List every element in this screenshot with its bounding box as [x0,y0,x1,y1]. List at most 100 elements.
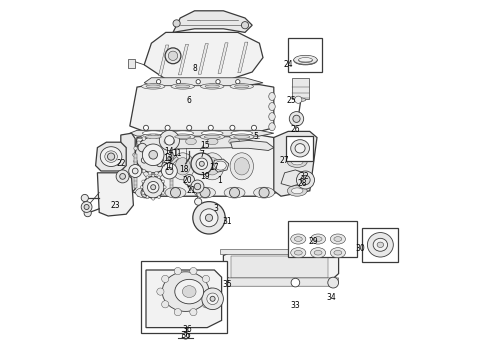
Circle shape [141,157,147,163]
Text: 7: 7 [199,150,204,159]
Circle shape [216,80,220,84]
Ellipse shape [162,272,209,311]
Ellipse shape [200,84,224,89]
Text: 10: 10 [165,163,174,172]
Circle shape [173,20,180,27]
Circle shape [166,167,173,175]
Circle shape [182,333,189,339]
Ellipse shape [291,248,306,258]
Ellipse shape [295,144,305,153]
Ellipse shape [334,251,342,255]
Ellipse shape [201,131,223,136]
Circle shape [294,96,302,103]
Circle shape [169,159,172,163]
Circle shape [138,143,147,152]
Ellipse shape [175,158,190,175]
Ellipse shape [294,56,317,65]
Ellipse shape [314,251,322,255]
Ellipse shape [200,134,224,140]
Circle shape [134,147,137,150]
Polygon shape [128,59,135,68]
Circle shape [142,180,145,183]
Circle shape [140,186,143,189]
Circle shape [202,301,210,308]
Ellipse shape [330,248,345,258]
Ellipse shape [311,234,326,244]
Circle shape [81,194,88,202]
Text: 28: 28 [298,179,307,188]
Circle shape [296,171,315,189]
Polygon shape [96,142,126,171]
Circle shape [148,171,152,175]
Ellipse shape [171,134,195,140]
Text: 19: 19 [200,172,210,181]
Ellipse shape [287,157,307,167]
Circle shape [200,188,210,198]
Ellipse shape [200,153,224,180]
Circle shape [146,196,149,199]
Ellipse shape [291,140,310,157]
Circle shape [142,169,146,173]
Circle shape [163,186,166,189]
Ellipse shape [229,138,240,145]
Circle shape [328,277,339,288]
Ellipse shape [269,93,275,100]
Text: 35: 35 [222,280,232,289]
Ellipse shape [234,158,249,175]
Polygon shape [98,173,133,216]
Circle shape [166,165,170,168]
Circle shape [187,125,192,130]
Text: 27: 27 [280,156,290,165]
Circle shape [143,144,164,166]
Ellipse shape [294,251,302,255]
Circle shape [143,176,164,198]
Ellipse shape [142,153,165,180]
Circle shape [107,153,115,160]
Ellipse shape [136,187,156,198]
Circle shape [174,267,181,275]
Ellipse shape [292,188,303,194]
Circle shape [278,278,284,284]
Circle shape [207,288,215,295]
Text: 20: 20 [183,176,192,185]
Text: 33: 33 [291,302,300,310]
Ellipse shape [186,138,196,145]
Text: 22: 22 [116,159,125,168]
Ellipse shape [234,135,250,139]
Ellipse shape [298,58,312,62]
Ellipse shape [105,151,118,162]
Ellipse shape [207,138,218,145]
Ellipse shape [373,238,388,251]
Polygon shape [130,130,274,136]
Text: 32: 32 [299,172,309,181]
Circle shape [166,141,170,145]
Bar [231,256,328,278]
Circle shape [151,185,156,190]
Circle shape [191,153,213,175]
Ellipse shape [254,187,274,198]
Ellipse shape [146,85,160,88]
Polygon shape [146,270,221,328]
Text: 26: 26 [291,125,300,134]
Circle shape [208,125,213,130]
Text: 36: 36 [183,325,192,334]
Text: 13: 13 [163,154,172,163]
Text: 1: 1 [218,176,222,185]
Ellipse shape [298,58,312,63]
Polygon shape [218,43,228,73]
Text: 18: 18 [179,165,189,174]
Text: 21: 21 [186,186,196,195]
Text: 30: 30 [355,244,365,253]
Circle shape [148,135,152,138]
Circle shape [293,115,300,122]
Polygon shape [213,159,229,172]
Circle shape [251,125,257,130]
Circle shape [162,301,169,308]
Text: 25: 25 [287,96,296,105]
Ellipse shape [287,185,307,196]
Circle shape [190,309,197,316]
Circle shape [157,196,160,199]
Circle shape [156,80,161,84]
Bar [292,78,309,99]
Circle shape [133,153,136,157]
